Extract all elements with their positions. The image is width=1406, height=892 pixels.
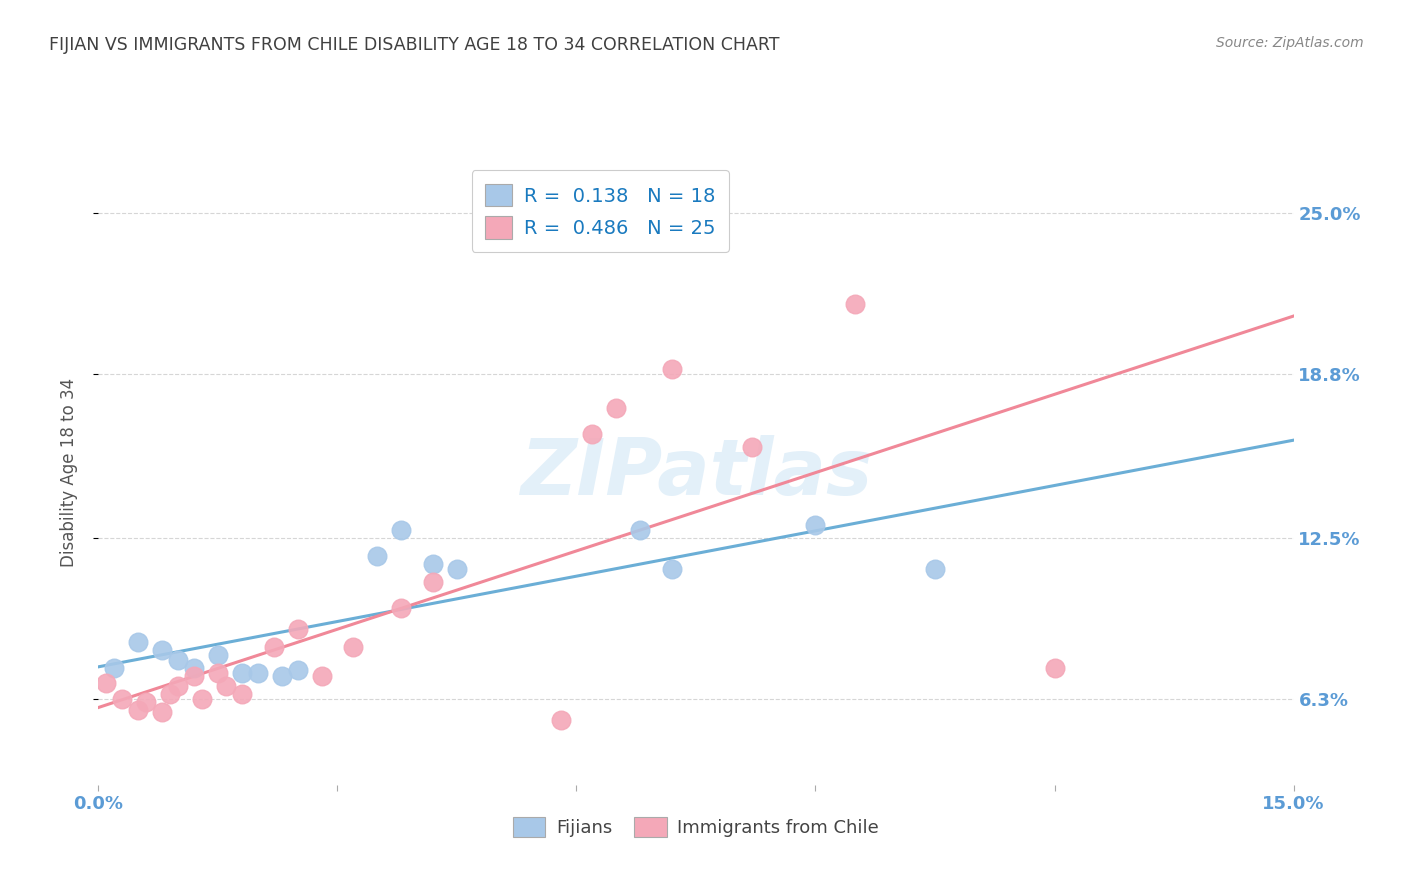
- Point: [111, 692, 134, 706]
- Point: [389, 601, 412, 615]
- Y-axis label: Disability Age 18 to 34: Disability Age 18 to 34: [59, 378, 77, 567]
- Point: [422, 557, 444, 571]
- Point: [389, 523, 412, 537]
- Text: Source: ZipAtlas.com: Source: ZipAtlas.com: [1216, 36, 1364, 50]
- Legend: Fijians, Immigrants from Chile: Fijians, Immigrants from Chile: [506, 809, 886, 845]
- Point: [127, 702, 149, 716]
- Point: [366, 549, 388, 563]
- Point: [150, 705, 173, 719]
- Point: [127, 635, 149, 649]
- Point: [550, 713, 572, 727]
- Point: [1043, 661, 1066, 675]
- Point: [422, 575, 444, 590]
- Point: [183, 661, 205, 675]
- Point: [628, 523, 651, 537]
- Point: [287, 664, 309, 678]
- Point: [96, 676, 118, 690]
- Point: [150, 642, 173, 657]
- Point: [215, 679, 238, 693]
- Point: [135, 695, 157, 709]
- Point: [207, 648, 229, 662]
- Point: [924, 562, 946, 576]
- Point: [270, 669, 292, 683]
- Point: [287, 622, 309, 636]
- Point: [605, 401, 627, 415]
- Point: [263, 640, 285, 654]
- Point: [581, 426, 603, 441]
- Point: [231, 687, 253, 701]
- Point: [741, 440, 763, 454]
- Point: [183, 669, 205, 683]
- Point: [167, 653, 190, 667]
- Point: [311, 669, 333, 683]
- Point: [207, 666, 229, 681]
- Point: [191, 692, 214, 706]
- Point: [167, 679, 190, 693]
- Text: FIJIAN VS IMMIGRANTS FROM CHILE DISABILITY AGE 18 TO 34 CORRELATION CHART: FIJIAN VS IMMIGRANTS FROM CHILE DISABILI…: [49, 36, 780, 54]
- Point: [159, 687, 181, 701]
- Point: [804, 517, 827, 532]
- Point: [246, 666, 269, 681]
- Text: ZIPatlas: ZIPatlas: [520, 434, 872, 511]
- Point: [231, 666, 253, 681]
- Point: [342, 640, 364, 654]
- Point: [661, 361, 683, 376]
- Point: [844, 296, 866, 310]
- Point: [661, 562, 683, 576]
- Point: [103, 661, 125, 675]
- Point: [446, 562, 468, 576]
